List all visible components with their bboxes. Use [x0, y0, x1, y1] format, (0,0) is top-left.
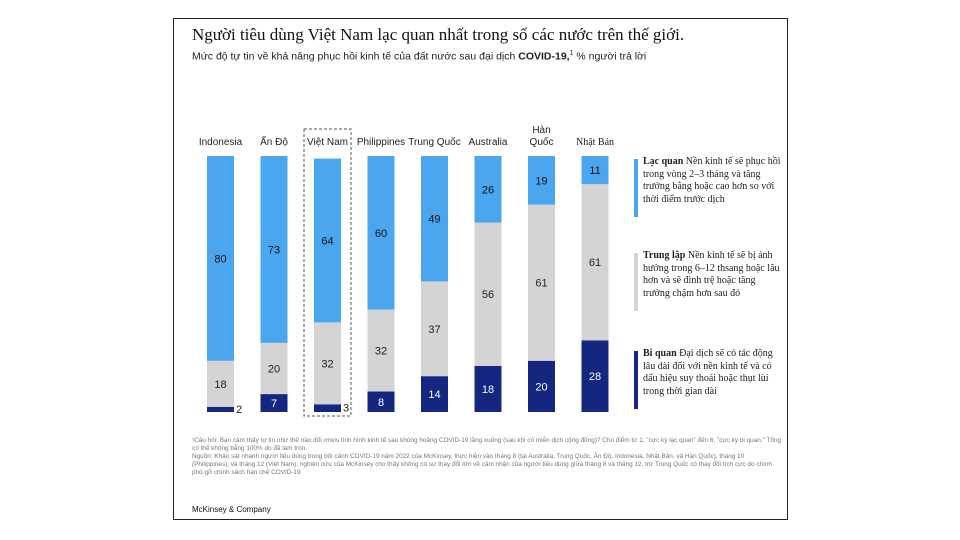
- category-label: Quốc: [530, 136, 554, 148]
- footnote-source: Nguồn: Khảo sát nhanh người tiêu dùng tr…: [192, 453, 772, 476]
- bar-segment: [260, 156, 288, 343]
- chart-subtitle: Mức độ tự tin về khả năng phục hồi kinh …: [192, 50, 646, 63]
- subtitle-sup: 1: [569, 50, 574, 57]
- legend-pessimistic-title: Bi quan: [643, 348, 677, 359]
- data-label: 60: [375, 228, 387, 240]
- legend-swatch-neutral: [634, 253, 638, 311]
- data-label: 37: [428, 324, 440, 336]
- data-label: 61: [535, 278, 547, 290]
- data-label: 20: [535, 381, 547, 393]
- data-label: 28: [589, 371, 601, 383]
- bar-segment: [474, 156, 502, 223]
- bar-segment: [314, 404, 341, 412]
- bar-segment: [528, 204, 555, 361]
- category-label: Trung Quốc: [408, 136, 460, 148]
- bar-segment: [474, 365, 502, 412]
- legend-neutral-title: Trung lập: [643, 250, 686, 261]
- data-label: 64: [321, 235, 333, 247]
- legend-optimistic-text: Nền kinh tế sẽ phục hồi trong vòng 2–3 t…: [643, 156, 781, 205]
- bar-segment: [367, 309, 395, 392]
- bar-segment: [367, 156, 395, 310]
- footnote-question: ¹Câu hỏi: Bạn cảm thấy tự tin như thế nà…: [192, 437, 782, 452]
- bar-segment: [581, 340, 609, 412]
- bar-segment: [581, 156, 609, 185]
- subtitle-bold: COVID-19,: [518, 50, 570, 63]
- bar-segment: [314, 158, 341, 323]
- data-label: 26: [482, 184, 494, 196]
- legend-swatch-optimistic: [634, 159, 638, 217]
- data-label: 2: [236, 404, 242, 416]
- legend-item-pessimistic: Bi quan Đại dịch sẽ có tác động lâu dài …: [643, 348, 783, 398]
- data-label: 73: [268, 244, 280, 256]
- category-label: Indonesia: [199, 137, 243, 148]
- data-label: 18: [482, 384, 494, 396]
- data-label: 80: [214, 253, 226, 265]
- data-label: 56: [482, 289, 494, 301]
- bar-segment: [474, 222, 502, 366]
- stacked-bar-chart: 2 18 80 Indonesia 7 20 73 Ấn Độ 3 32 64 Việt Nam 8 32…: [199, 125, 614, 417]
- category-label: Australia: [469, 137, 508, 148]
- bar-segment: [260, 342, 288, 395]
- legend-swatch-pessimistic: [634, 351, 638, 409]
- bar-segment: [528, 360, 555, 412]
- bar-segment: [314, 322, 341, 405]
- bar-segment: [421, 376, 448, 412]
- data-label: 14: [428, 389, 440, 401]
- legend-pessimistic-text: Đại dịch sẽ có tác động lâu dài đối với …: [643, 348, 773, 397]
- category-label: Nhật Bản: [576, 137, 614, 148]
- subtitle-tail: % người trả lời: [573, 50, 647, 63]
- legend-item-neutral: Trung lập Nền kinh tế sẽ bị ảnh hưởng tr…: [643, 250, 783, 300]
- legend-neutral-text: Nền kinh tế sẽ bị ảnh hưởng trong 6–12 t…: [643, 250, 780, 299]
- bar-segment: [528, 156, 555, 205]
- chart-title: Người tiêu dùng Việt Nam lạc quan nhất t…: [192, 25, 685, 44]
- category-label: Philippines: [357, 137, 405, 148]
- bar-segment: [207, 156, 234, 361]
- highlight-box: [303, 128, 352, 417]
- data-label: 61: [589, 257, 601, 269]
- category-label: Hàn: [532, 125, 550, 136]
- bar-segment: [207, 360, 234, 407]
- footnote: ¹Câu hỏi: Bạn cảm thấy tự tin như thế nà…: [192, 437, 782, 477]
- data-label: 3: [343, 403, 349, 415]
- bar-segment: [421, 281, 448, 377]
- legend-optimistic-title: Lạc quan: [643, 156, 684, 167]
- data-label: 11: [589, 165, 600, 177]
- category-label: Ấn Độ: [260, 135, 288, 148]
- data-label: 20: [268, 363, 280, 375]
- category-label: Việt Nam: [307, 137, 348, 148]
- data-label: 32: [375, 346, 387, 358]
- bar-segment: [367, 391, 395, 412]
- subtitle-text: Mức độ tự tin về khả năng phục hồi kinh …: [192, 50, 519, 63]
- legend-item-optimistic: Lạc quan Nền kinh tế sẽ phục hồi trong v…: [643, 156, 783, 206]
- data-label: 32: [321, 358, 333, 370]
- chart-frame: Người tiêu dùng Việt Nam lạc quan nhất t…: [173, 18, 788, 520]
- data-label: 7: [271, 398, 277, 410]
- bar-segment: [260, 394, 288, 412]
- data-label: 8: [378, 397, 384, 409]
- bar-segment: [581, 184, 609, 341]
- bar-segment: [421, 156, 448, 282]
- data-label: 18: [214, 379, 226, 391]
- brand-label: McKinsey & Company: [192, 505, 271, 514]
- data-label: 19: [535, 175, 547, 187]
- data-label: 49: [428, 214, 440, 226]
- bar-segment: [207, 406, 234, 412]
